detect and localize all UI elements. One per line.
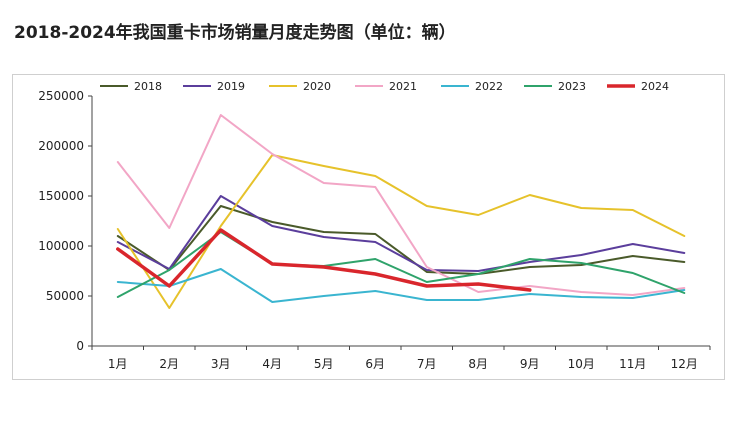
x-tick-label: 5月 <box>314 357 334 371</box>
chart-axes: 0 50000 100000 150000 200000 250000 1月 2月 3月 4月 5月… <box>38 89 711 371</box>
y-tick-label: 50000 <box>46 289 84 303</box>
x-tick-label: 12月 <box>671 357 698 371</box>
y-tick-label: 250000 <box>38 89 84 103</box>
x-tick-label: 1月 <box>108 357 128 371</box>
x-tick-label: 9月 <box>520 357 540 371</box>
legend-label-2024: 2024 <box>641 80 669 93</box>
series-line-2021 <box>116 114 686 296</box>
legend-label-2021: 2021 <box>389 80 417 93</box>
legend-label-2023: 2023 <box>558 80 586 93</box>
series-line-2018 <box>116 205 686 275</box>
x-tick-label: 2月 <box>159 357 179 371</box>
series-line-2024 <box>116 228 532 292</box>
series-line-2020 <box>116 154 686 309</box>
x-tick-label: 6月 <box>365 357 385 371</box>
legend-label-2022: 2022 <box>475 80 503 93</box>
legend-label-2018: 2018 <box>134 80 162 93</box>
chart-legend: 2018 2019 2020 2021 2022 2023 2024 <box>100 80 669 93</box>
legend-label-2020: 2020 <box>303 80 331 93</box>
y-tick-label: 200000 <box>38 139 84 153</box>
x-tick-label: 8月 <box>468 357 488 371</box>
x-tick-label: 3月 <box>211 357 231 371</box>
series-line-2019 <box>116 195 686 272</box>
x-tick-label: 4月 <box>262 357 282 371</box>
series-line-2022 <box>116 268 686 303</box>
chart-series <box>116 114 686 309</box>
y-tick-label: 100000 <box>38 239 84 253</box>
series-line-2023 <box>116 231 686 298</box>
x-tick-label: 10月 <box>568 357 595 371</box>
chart-frame <box>12 74 725 380</box>
legend-label-2019: 2019 <box>217 80 245 93</box>
y-tick-label: 0 <box>76 339 84 353</box>
x-tick-label: 7月 <box>417 357 437 371</box>
y-tick-label: 150000 <box>38 189 84 203</box>
page-title: 2018-2024年我国重卡市场销量月度走势图（单位：辆） <box>14 23 456 43</box>
x-tick-label: 11月 <box>619 357 646 371</box>
